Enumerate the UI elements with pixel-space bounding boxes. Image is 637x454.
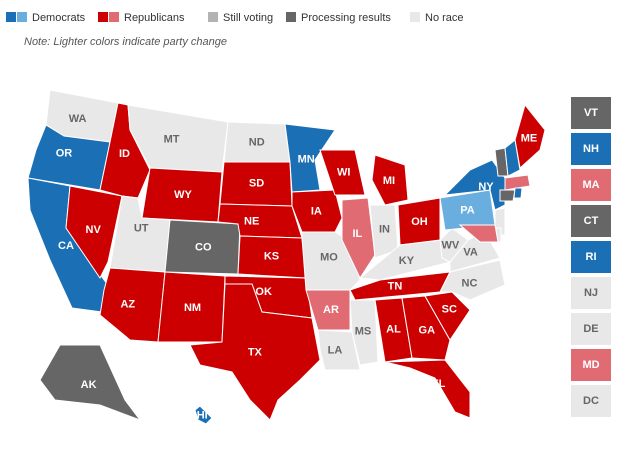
state: [189, 283, 321, 421]
state-label: NY: [478, 181, 494, 193]
state: [319, 149, 366, 196]
state-label: ND: [249, 136, 265, 148]
state-label: OR: [56, 147, 73, 159]
state-box: [571, 241, 611, 273]
state-label: VA: [463, 247, 478, 259]
state-label: NE: [244, 216, 259, 228]
legend-label: Still voting: [223, 12, 273, 24]
state-label: MT: [164, 133, 180, 145]
state: [284, 123, 336, 193]
state: [384, 359, 471, 419]
state-label: WY: [174, 189, 192, 201]
state-box: [571, 349, 611, 381]
state: [504, 139, 521, 177]
state-label: CO: [195, 241, 212, 253]
state-box-label: RI: [586, 251, 597, 263]
state: [499, 189, 516, 202]
state-box-label: CT: [584, 215, 599, 227]
note: Note: Lighter colors indicate party chan…: [24, 36, 227, 48]
state-label: IA: [311, 206, 322, 218]
state-label: LA: [328, 344, 343, 356]
state-label: AL: [386, 323, 401, 335]
state-label: FL: [432, 378, 446, 390]
state-label: AZ: [120, 298, 135, 310]
state-label: IL: [353, 228, 363, 240]
state-label: OK: [255, 286, 272, 298]
state-label: WI: [337, 166, 350, 178]
state-label: CA: [58, 240, 74, 252]
state-box-label: NJ: [584, 287, 598, 299]
legend-swatch: [109, 12, 119, 22]
state-label: SD: [249, 177, 264, 189]
state: [317, 329, 361, 371]
state-label: IN: [379, 223, 390, 235]
state-label: MO: [320, 251, 338, 263]
state-box: [571, 277, 611, 309]
state: [65, 185, 123, 279]
state-box: [571, 133, 611, 165]
state-label: MN: [298, 154, 315, 166]
state-box-label: MA: [582, 179, 599, 191]
state-box-label: MD: [582, 359, 599, 371]
state: [341, 197, 376, 280]
state-box-label: VT: [584, 107, 598, 119]
legend-swatch: [208, 12, 218, 22]
state-box: [571, 97, 611, 129]
legend-swatch: [98, 12, 108, 22]
legend-label: Democrats: [32, 12, 86, 24]
state-label: WV: [442, 240, 460, 252]
state: [424, 291, 471, 341]
state: [513, 187, 523, 199]
state-box-label: DC: [583, 395, 599, 407]
state-label: KS: [264, 250, 279, 262]
state-box-label: DE: [583, 323, 598, 335]
state-label: KY: [399, 255, 415, 267]
state-label: SC: [442, 303, 457, 315]
state-label: WA: [69, 113, 87, 125]
state-label: PA: [460, 205, 475, 217]
state-label: TN: [388, 281, 403, 293]
state-box: [571, 169, 611, 201]
state-label: MS: [355, 326, 372, 338]
state-label: NC: [462, 277, 478, 289]
legend-swatch: [6, 12, 16, 22]
state-label: GA: [419, 324, 436, 336]
state-box: [571, 205, 611, 237]
state: [458, 224, 499, 243]
state: [504, 174, 531, 191]
state: [194, 405, 213, 425]
state-label: AK: [81, 379, 97, 391]
state-label: MI: [383, 175, 395, 187]
state-label: NM: [184, 302, 201, 314]
state-label: ME: [521, 133, 538, 145]
state: [305, 289, 351, 331]
state: [401, 295, 451, 361]
state: [39, 344, 142, 422]
legend-label: Republicans: [124, 12, 185, 24]
state-label: AR: [323, 304, 339, 316]
legend-swatch: [17, 12, 27, 22]
state: [371, 154, 409, 206]
legend-label: No race: [425, 12, 464, 24]
state-box-label: NH: [583, 143, 599, 155]
legend-swatch: [286, 12, 296, 22]
state-box: [571, 313, 611, 345]
state-label: TX: [248, 346, 263, 358]
state-label: HI: [197, 410, 208, 422]
state: [349, 299, 379, 366]
state-label: OH: [411, 216, 428, 228]
state-label: UT: [134, 223, 149, 235]
state-box: [571, 385, 611, 417]
state-label: NV: [86, 224, 102, 236]
state-label: ID: [119, 148, 130, 160]
legend-label: Processing results: [301, 12, 391, 24]
legend-swatch: [410, 12, 420, 22]
